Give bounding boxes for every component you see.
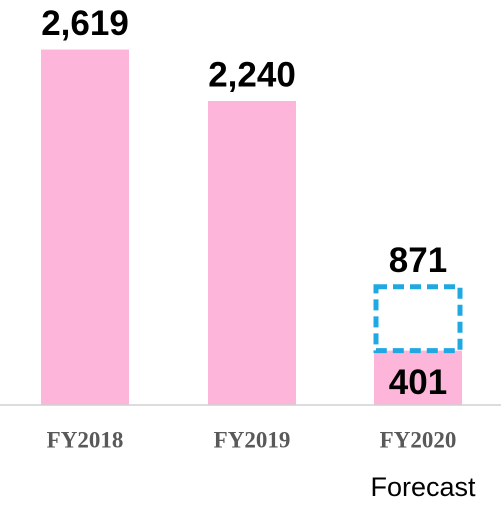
value-label: 2,619: [41, 4, 129, 43]
value-label: 871: [389, 241, 447, 280]
value-label: 401: [389, 363, 447, 402]
x-tick-label: FY2019: [214, 427, 291, 452]
bar: [374, 350, 462, 405]
bar: [208, 101, 296, 405]
x-tick-sublabel: Forecast: [370, 472, 476, 502]
bar: [41, 49, 129, 406]
x-tick-label: FY2020: [380, 427, 457, 452]
x-tick-label: FY2018: [47, 427, 124, 452]
value-label: 2,240: [208, 55, 296, 94]
forecast-box: [373, 284, 463, 354]
